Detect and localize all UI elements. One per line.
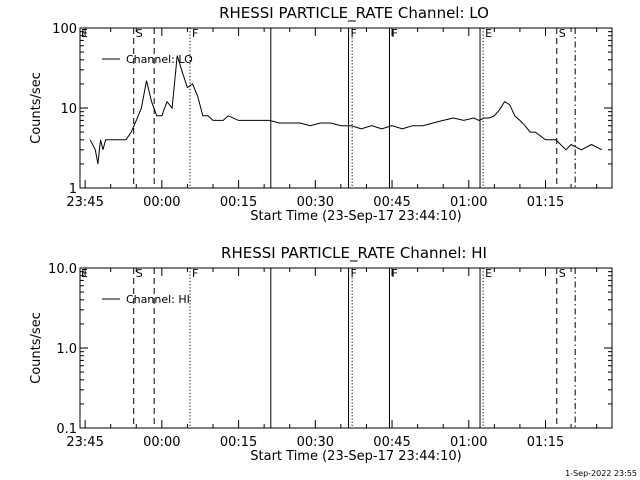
x-tick-label: 00:45 [373,195,410,210]
x-tick-label: 23:45 [66,195,103,210]
y-tick-label: 0.1 [56,422,77,437]
x-tick-label: 00:00 [143,435,180,450]
x-tick-label: 01:15 [527,195,564,210]
chart-panel-2: RHESSI PARTICLE_RATE Channel: HI 0.1 1.0 10… [29,244,613,464]
y-axis-label: Counts/sec [29,72,44,144]
x-tick-label: 23:45 [66,435,103,450]
x-tick-label: 01:00 [450,435,487,450]
marker-label: S [559,267,566,280]
marker-label: F [391,27,397,40]
data-series-line [89,55,603,164]
legend-label: Channel: LO [126,53,193,66]
x-tick-label: 00:15 [220,435,257,450]
marker-label: F [192,267,198,280]
x-tick-label: 01:15 [527,435,564,450]
marker-label: E [81,27,88,40]
marker-label: E [81,267,88,280]
y-tick-label: 1 [69,182,77,197]
x-axis-label: Start Time (23-Sep-17 23:44:10) [250,449,461,464]
marker-label: F [391,267,397,280]
y-tick-label: 10.0 [48,262,77,277]
chart-title: RHESSI PARTICLE_RATE Channel: HI [221,244,487,263]
legend-label: Channel: HI [126,293,190,306]
y-tick-label: 100 [52,22,77,37]
x-tick-label: 01:00 [450,195,487,210]
marker-label: E [485,27,492,40]
chart-title: RHESSI PARTICLE_RATE Channel: LO [219,4,489,23]
x-axis-label: Start Time (23-Sep-17 23:44:10) [250,209,461,224]
marker-label: F [351,267,357,280]
marker-label: E [485,267,492,280]
x-tick-label: 00:00 [143,195,180,210]
marker-label: S [136,27,143,40]
x-tick-label: 00:30 [297,195,334,210]
y-tick-label: 1.0 [56,342,77,357]
marker-label: F [351,27,357,40]
x-tick-label: 00:45 [373,435,410,450]
x-tick-label: 00:30 [297,435,334,450]
marker-label: F [192,27,198,40]
y-axis-label: Counts/sec [29,312,44,384]
x-tick-label: 00:15 [220,195,257,210]
marker-label: S [136,267,143,280]
chart-panel-1: RHESSI PARTICLE_RATE Channel: LO 1 10 100 23… [29,4,613,224]
marker-label: S [559,27,566,40]
footer-timestamp: 1-Sep-2022 23:55 [565,469,637,478]
y-tick-label: 10 [60,102,77,117]
